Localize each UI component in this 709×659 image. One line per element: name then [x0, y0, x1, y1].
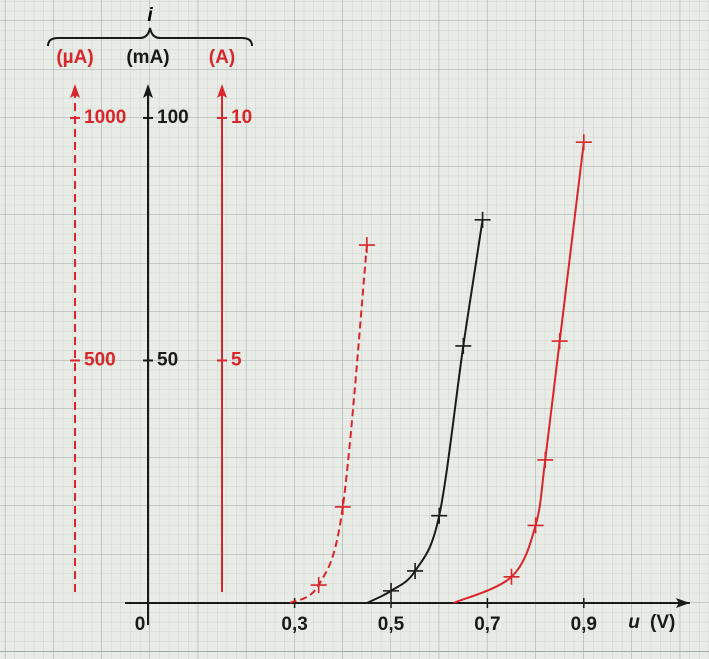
- y-axis-label: (mA): [126, 47, 169, 68]
- x-tick-label: 0,9: [571, 614, 597, 635]
- y-label: i: [147, 5, 153, 26]
- y-axis-label: (A): [209, 47, 235, 68]
- x-arrow: [675, 598, 690, 608]
- y-arrow: [70, 84, 80, 98]
- point: [358, 237, 375, 254]
- x-tick-label: 0,5: [378, 614, 405, 635]
- point: [431, 507, 448, 524]
- x-tick-label: 0,3: [281, 614, 307, 635]
- point: [575, 134, 592, 151]
- point: [474, 211, 491, 228]
- curve: [289, 244, 368, 604]
- point: [310, 577, 327, 594]
- point: [334, 498, 351, 515]
- brace: [47, 27, 253, 47]
- point: [407, 562, 424, 579]
- point: [537, 451, 554, 468]
- point: [551, 333, 568, 350]
- y-tick-label: 10: [231, 107, 252, 128]
- x-unit: (V): [650, 612, 675, 633]
- x-tick-label: 0,7: [474, 614, 500, 635]
- y-arrow: [217, 84, 227, 98]
- y-tick-label: 1000: [84, 107, 126, 128]
- y-tick-label: 500: [84, 349, 116, 370]
- y-arrow: [143, 84, 153, 98]
- point: [503, 568, 520, 585]
- x-tick-label: 0: [135, 614, 146, 635]
- y-tick-label: 100: [157, 107, 189, 128]
- point: [383, 582, 399, 599]
- point: [527, 517, 544, 534]
- y-tick-label: 50: [157, 349, 178, 370]
- x-label: u: [628, 612, 640, 633]
- y-tick-label: 5: [231, 349, 242, 370]
- point: [455, 337, 472, 354]
- y-axis-label: (µA): [56, 47, 93, 68]
